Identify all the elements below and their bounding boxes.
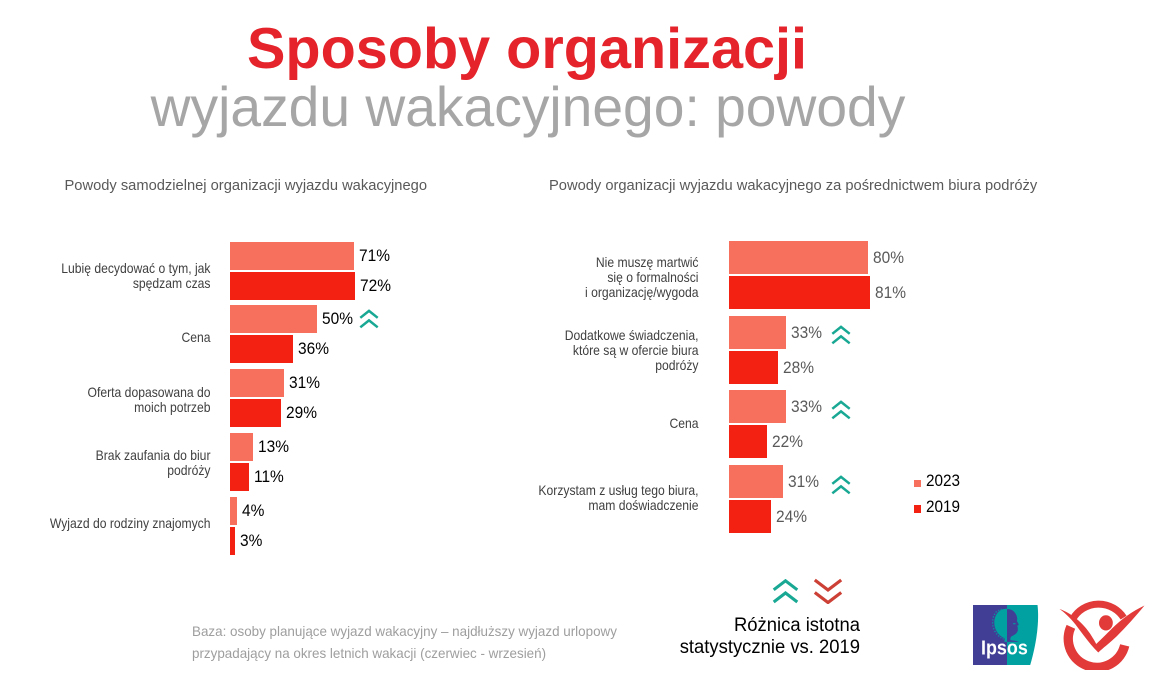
svg-text:Ipsos: Ipsos: [981, 636, 1028, 659]
